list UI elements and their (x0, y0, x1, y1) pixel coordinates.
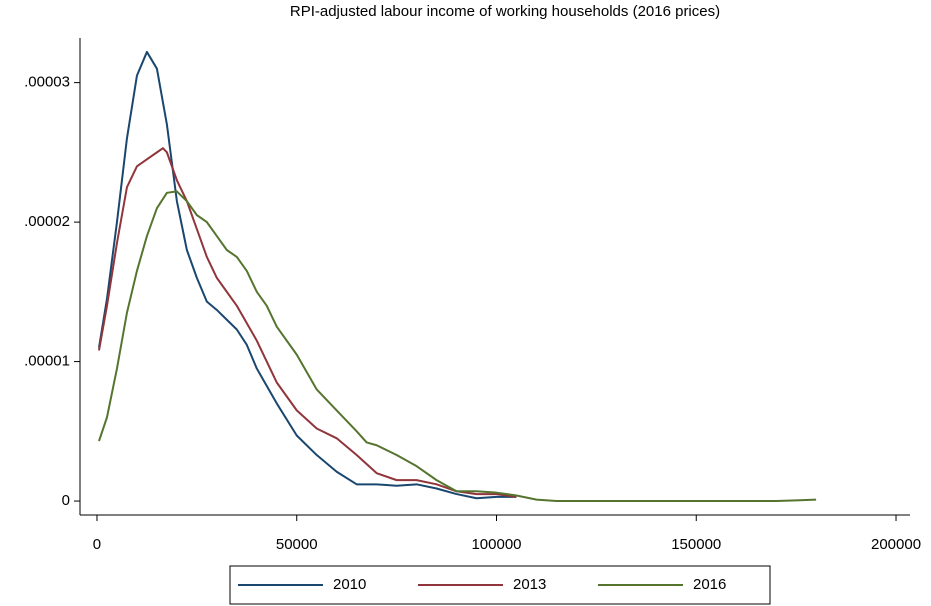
legend-label: 2010 (333, 576, 366, 593)
legend-label: 2013 (513, 576, 546, 593)
y-tick-label: 0 (62, 492, 70, 509)
series-line (97, 50, 517, 500)
x-tick-label: 100000 (471, 536, 521, 553)
series-line (97, 147, 517, 498)
x-tick-label: 150000 (671, 536, 721, 553)
legend-label: 2016 (693, 576, 726, 593)
x-tick-label: 50000 (276, 536, 318, 553)
y-tick-label: .00003 (24, 74, 70, 91)
x-tick-label: 0 (93, 536, 101, 553)
x-tick-label: 200000 (871, 536, 921, 553)
series-line (98, 190, 817, 503)
y-tick-label: .00002 (24, 213, 70, 230)
chart-title: RPI-adjusted labour income of working ho… (290, 3, 720, 20)
y-tick-label: .00001 (24, 353, 70, 370)
